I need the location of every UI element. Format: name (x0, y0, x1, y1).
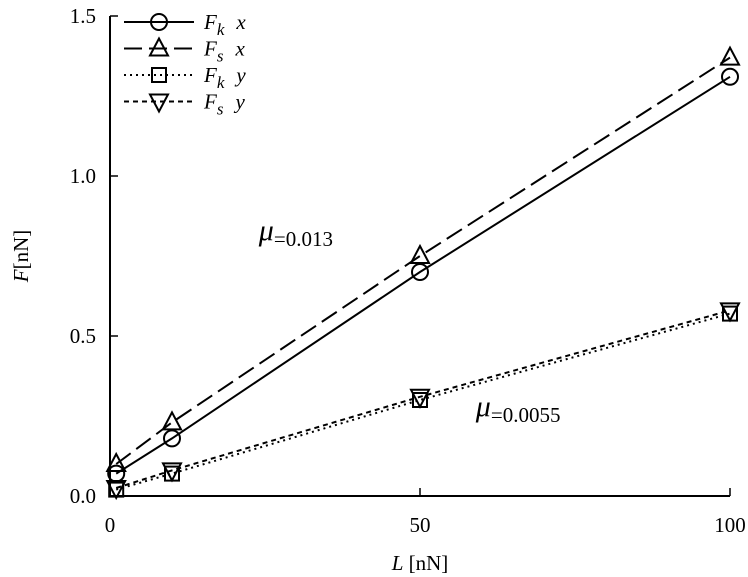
mu-symbol: μ (258, 214, 274, 247)
x-axis-label: L [nN] (391, 551, 449, 575)
legend-dir: y (234, 63, 246, 87)
legend-sub: s (217, 100, 224, 119)
legend-item-3: Fs y (124, 90, 245, 119)
y-tick-label: 0.5 (70, 324, 96, 348)
legend-dir: x (235, 10, 246, 34)
legend-marker (148, 36, 170, 57)
series-line (115, 309, 731, 489)
data-point (719, 302, 741, 323)
legend-marker (148, 93, 170, 114)
series-3 (105, 302, 741, 501)
data-point (105, 451, 127, 472)
legend-dir: y (233, 90, 245, 114)
legend-marker (151, 67, 167, 83)
legend-main: F (203, 37, 217, 61)
legend-sub: k (217, 73, 225, 92)
legend-main: F (203, 90, 217, 114)
mu-annotation: μ=0.0055 (475, 390, 561, 427)
x-tick-label: 50 (410, 513, 431, 537)
data-point (409, 388, 431, 409)
data-point (721, 67, 739, 86)
mu-value: =0.013 (274, 227, 333, 251)
legend-marker (150, 13, 168, 31)
series-group (105, 45, 741, 501)
x-tick-label: 100 (714, 513, 746, 537)
series-line (115, 312, 731, 491)
y-tick-label: 1.0 (70, 164, 96, 188)
legend-item-2: Fk y (124, 63, 246, 92)
data-point (105, 480, 127, 501)
legend-label: Fk x (203, 10, 246, 39)
legend-label: Fs y (203, 90, 245, 119)
x-axis-var: L (391, 551, 404, 575)
y-tick-label: 0.0 (70, 484, 96, 508)
data-point (409, 243, 431, 264)
legend-label: Fk y (203, 63, 246, 92)
y-axis-unit: [nN] (9, 230, 33, 270)
series-line (115, 75, 731, 475)
legend-dir: x (234, 37, 245, 61)
legend-label: Fs x (203, 37, 245, 66)
y-axis-label: F[nN] (9, 230, 33, 283)
y-axis-var: F (9, 269, 33, 283)
legend-main: F (203, 10, 217, 34)
legend-sub: s (217, 47, 224, 66)
legend-item-0: Fk x (124, 10, 246, 39)
data-point (719, 45, 741, 66)
legend: Fk xFs xFk yFs y (124, 10, 246, 119)
x-tick-label: 0 (105, 513, 116, 537)
data-point (161, 462, 183, 483)
x-axis-unit: [nN] (403, 551, 448, 575)
series-line (115, 56, 731, 465)
legend-item-1: Fs x (124, 36, 245, 66)
data-point (161, 410, 183, 431)
series-0 (107, 67, 739, 483)
series-1 (105, 45, 741, 472)
legend-sub: k (217, 20, 225, 39)
legend-main: F (203, 63, 217, 87)
y-tick-label: 1.5 (70, 4, 96, 28)
mu-value: =0.0055 (491, 403, 561, 427)
mu-symbol: μ (475, 390, 491, 423)
mu-annotation: μ=0.013 (258, 214, 333, 251)
